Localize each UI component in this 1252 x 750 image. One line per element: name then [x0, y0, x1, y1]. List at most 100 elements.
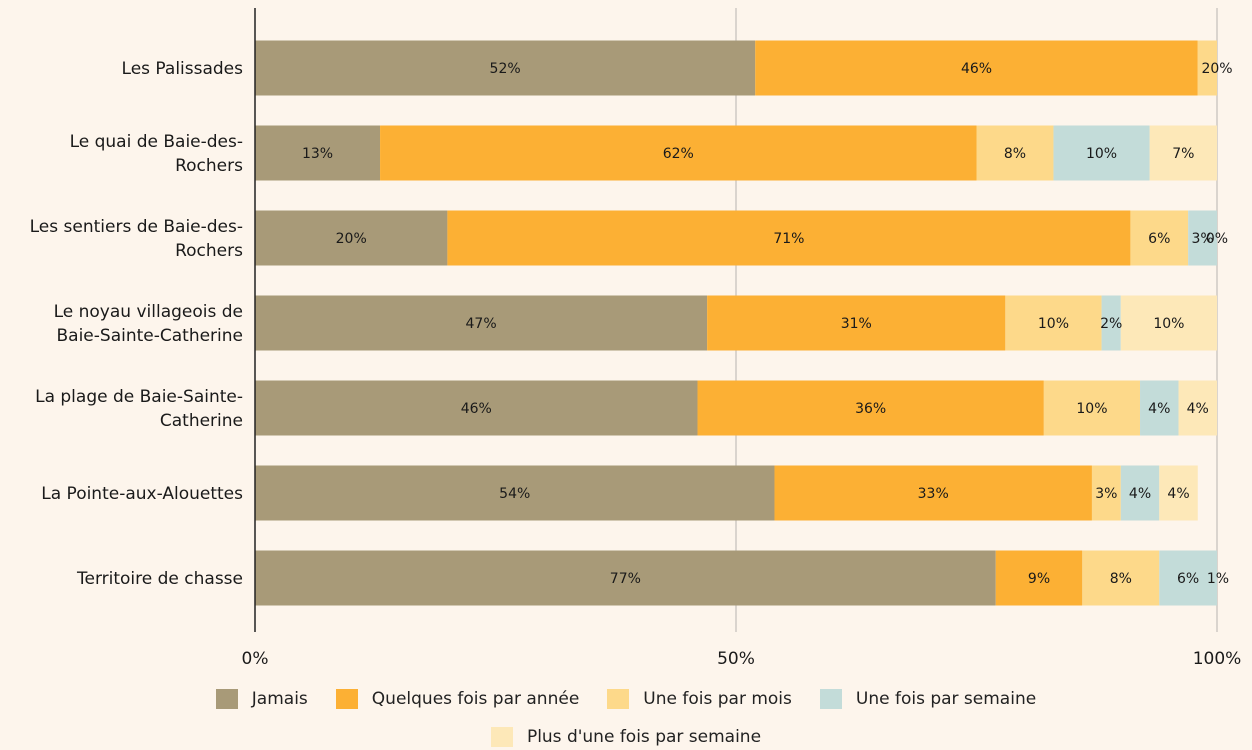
- data-label-3-3: 2%: [1100, 316, 1122, 332]
- category-label-3-line-0: Le noyau villageois de: [54, 302, 243, 322]
- data-label-1-0: 13%: [302, 146, 333, 162]
- bar-segment-6-3: [1159, 550, 1217, 606]
- bar-segment-5-3: [1120, 465, 1160, 521]
- bar-segment-2-1: [447, 210, 1131, 266]
- legend-swatch-0: [215, 689, 238, 709]
- bar-segment-1-0: [255, 125, 381, 181]
- category-label-4-line-0: La plage de Baie-Sainte-: [35, 387, 243, 407]
- bar-segment-0-1: [755, 40, 1198, 96]
- legend-swatch-1: [335, 689, 358, 709]
- legend-swatch-4: [490, 727, 513, 747]
- data-label-3-4: 10%: [1153, 316, 1184, 332]
- category-label-3-line-1: Baie-Sainte-Catherine: [57, 326, 244, 346]
- data-label-4-3: 4%: [1148, 401, 1170, 417]
- category-label-5-line-0: La Pointe-aux-Alouettes: [41, 484, 243, 504]
- data-label-1-1: 62%: [663, 146, 694, 162]
- category-label-1-line-1: Rochers: [175, 156, 243, 176]
- data-label-0-4: 20%: [1201, 61, 1232, 77]
- category-label-2-line-0: Les sentiers de Baie-des-: [30, 217, 243, 237]
- legend-swatch-3: [819, 689, 842, 709]
- x-tick-label-0: 0%: [242, 649, 269, 669]
- data-label-2-2: 6%: [1148, 231, 1170, 247]
- bar-segment-3-0: [255, 295, 708, 351]
- data-label-3-2: 10%: [1038, 316, 1069, 332]
- data-label-6-1: 9%: [1028, 571, 1050, 587]
- data-label-3-0: 47%: [466, 316, 497, 332]
- data-label-6-2: 8%: [1110, 571, 1132, 587]
- x-axis-tick-labels: 0% 50% 100%: [242, 649, 1242, 669]
- category-label-4-line-1: Catherine: [160, 411, 243, 431]
- legend-item-3: Une fois par semaine: [819, 686, 1037, 712]
- legend-swatch-2: [607, 689, 630, 709]
- bar-segment-1-3: [1053, 125, 1150, 181]
- data-label-4-2: 10%: [1076, 401, 1107, 417]
- bar-segment-4-0: [255, 380, 698, 436]
- legend-label-4: Plus d'une fois par semaine: [526, 727, 762, 747]
- category-label-2-line-1: Rochers: [175, 241, 243, 261]
- bar-segment-4-1: [697, 380, 1044, 436]
- bar-segment-2-3: [1188, 210, 1217, 266]
- bar-segment-3-2: [1005, 295, 1102, 351]
- data-label-4-1: 36%: [855, 401, 886, 417]
- bar-segment-0-0: [255, 40, 756, 96]
- data-label-4-0: 46%: [461, 401, 492, 417]
- bar-segment-5-1: [774, 465, 1092, 521]
- data-label-5-0: 54%: [499, 486, 530, 502]
- data-label-1-2: 8%: [1004, 146, 1026, 162]
- legend-label-1: Quelques fois par année: [371, 689, 580, 709]
- bar-segment-5-2: [1091, 465, 1121, 521]
- bar-segment-4-4: [1178, 380, 1217, 436]
- data-label-4-4: 4%: [1187, 401, 1209, 417]
- legend-item-2: Une fois par mois: [607, 686, 792, 712]
- data-label-3-1: 31%: [841, 316, 872, 332]
- bar-segment-6-0: [255, 550, 996, 606]
- bar-segment-5-0: [255, 465, 775, 521]
- data-label-2-0: 20%: [336, 231, 367, 247]
- data-label-5-2: 3%: [1095, 486, 1117, 502]
- category-label-1-line-0: Le quai de Baie-des-: [70, 132, 243, 152]
- data-label-6-3: 6%: [1177, 571, 1199, 587]
- bar-segment-3-1: [707, 295, 1006, 351]
- data-labels: 52% 46% 20%13% 62% 8% 10% 7%20% 71% 6% 3%0%47% 31%…: [302, 61, 1233, 587]
- bar-segment-3-4: [1120, 295, 1217, 351]
- data-label-2-1: 71%: [773, 231, 804, 247]
- bar-segment-0-2: [1197, 40, 1217, 96]
- bar-segment-4-3: [1140, 380, 1179, 436]
- data-label-1-4: 7%: [1172, 146, 1194, 162]
- data-label-6-0: 77%: [610, 571, 641, 587]
- bar-segment-4-2: [1043, 380, 1141, 436]
- x-tick-label-1: 50%: [717, 649, 755, 669]
- bar-segment-6-1: [995, 550, 1083, 606]
- legend-item-4: Plus d'une fois par semaine: [490, 724, 762, 750]
- legend-item-1: Quelques fois par année: [335, 686, 580, 712]
- x-tick-label-2: 100%: [1193, 649, 1242, 669]
- legend-item-0: Jamais: [215, 686, 308, 712]
- data-label-2-4: 0%: [1206, 231, 1228, 247]
- bar-segment-2-2: [1130, 210, 1189, 266]
- legend-label-0: Jamais: [251, 689, 308, 709]
- data-label-2-3: 3%: [1191, 231, 1213, 247]
- data-label-1-3: 10%: [1086, 146, 1117, 162]
- data-label-5-1: 33%: [918, 486, 949, 502]
- data-label-6-4: 1%: [1207, 571, 1229, 587]
- data-label-0-0: 52%: [490, 61, 521, 77]
- legend: Jamais Quelques fois par année Une fois pa…: [0, 686, 1252, 750]
- bar-segment-3-3: [1101, 295, 1121, 351]
- category-label-0-line-0: Les Palissades: [122, 59, 244, 79]
- data-label-5-4: 4%: [1167, 486, 1189, 502]
- category-labels: Les Palissades Le quai de Baie-des- Rocher…: [30, 59, 244, 589]
- legend-label-3: Une fois par semaine: [855, 689, 1037, 709]
- stacked-bar-chart: 52% 46% 20%13% 62% 8% 10% 7%20% 71% 6% 3%0%47% 31%…: [30, 8, 1242, 669]
- bar-segment-1-4: [1149, 125, 1217, 181]
- bar-segment-1-1: [380, 125, 977, 181]
- bar-segment-5-4: [1159, 465, 1198, 521]
- bar-segment-2-0: [255, 210, 448, 266]
- bar-segment-6-2: [1082, 550, 1160, 606]
- bar-segment-1-2: [976, 125, 1054, 181]
- data-label-5-3: 4%: [1129, 486, 1151, 502]
- legend-label-2: Une fois par mois: [643, 689, 792, 709]
- data-label-0-1: 46%: [961, 61, 992, 77]
- category-label-6-line-0: Territoire de chasse: [76, 569, 243, 589]
- bars: [255, 40, 1217, 606]
